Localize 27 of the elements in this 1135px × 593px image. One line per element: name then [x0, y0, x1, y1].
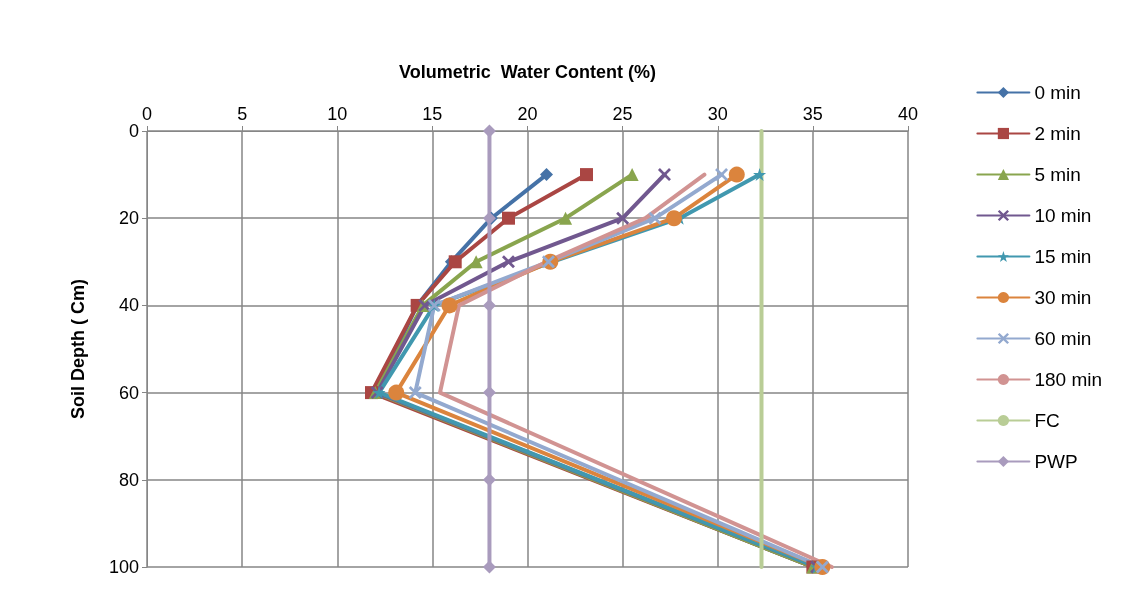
y-tick-label: 40 — [118, 295, 139, 316]
legend-label: 15 min — [1034, 246, 1092, 267]
y-tick-label: 0 — [128, 121, 139, 141]
x-tick-label: 5 — [237, 104, 248, 124]
y-tick-label: 60 — [118, 382, 139, 403]
legend-label: 10 min — [1034, 205, 1092, 226]
x-tick-label: 30 — [707, 104, 728, 124]
legend-label: 0 min — [1034, 82, 1081, 103]
x-tick-label: 35 — [802, 104, 823, 124]
legend-label: 2 min — [1034, 123, 1081, 144]
legend-label: 60 min — [1034, 328, 1092, 349]
y-tick-label: 100 — [108, 557, 139, 577]
y-axis-title: Soil Depth ( Cm) — [68, 279, 88, 419]
legend-label: FC — [1034, 410, 1060, 431]
legend-label: 180 min — [1034, 369, 1103, 390]
x-tick-label: 0 — [141, 104, 153, 124]
x-tick-label: 40 — [897, 104, 919, 124]
legend-label: 5 min — [1034, 164, 1081, 185]
legend-label: 30 min — [1034, 287, 1092, 308]
x-tick-label: 15 — [422, 104, 443, 124]
x-tick-label: 20 — [517, 104, 538, 124]
y-tick-label: 20 — [118, 208, 139, 229]
x-tick-label: 10 — [327, 104, 348, 124]
legend-label: PWP — [1034, 451, 1078, 472]
x-axis-title: Volumetric Water Content (%) — [398, 62, 657, 82]
x-tick-label: 25 — [612, 104, 633, 124]
y-tick-label: 80 — [118, 469, 139, 490]
